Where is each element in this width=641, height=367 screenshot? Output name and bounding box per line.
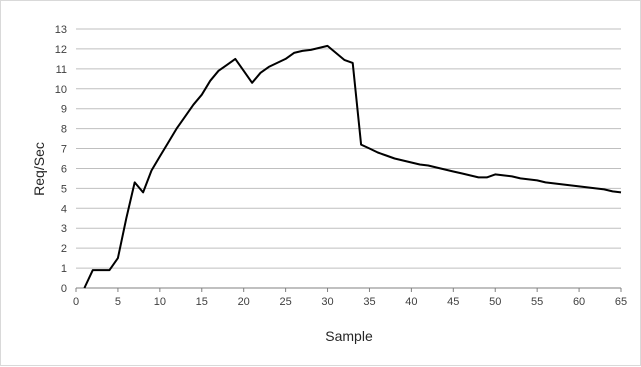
y-tick-label: 13 <box>55 24 67 36</box>
y-tick-label: 1 <box>61 263 67 275</box>
y-gridlines <box>76 28 621 269</box>
y-tick-label: 9 <box>61 104 67 116</box>
x-tick-label: 30 <box>321 296 333 308</box>
axes <box>75 287 622 292</box>
y-tick-label: 5 <box>61 183 67 195</box>
y-tick-label: 4 <box>61 203 67 215</box>
x-tick-labels: 0 5 10 15 20 25 30 35 40 45 50 55 60 65 <box>73 296 627 308</box>
y-tick-label: 10 <box>55 84 67 96</box>
x-tick-label: 55 <box>531 296 543 308</box>
x-tick-label: 10 <box>154 296 166 308</box>
x-tick-label: 0 <box>73 296 79 308</box>
y-tick-label: 8 <box>61 124 67 136</box>
series-line <box>83 44 622 289</box>
x-tick-label: 65 <box>615 296 627 308</box>
x-axis-title: Sample <box>325 328 373 344</box>
y-tick-label: 3 <box>61 223 67 235</box>
y-tick-label: 7 <box>61 144 67 156</box>
y-tick-label: 12 <box>55 44 67 56</box>
y-tick-label: 11 <box>56 64 67 76</box>
x-tick-label: 5 <box>115 296 121 308</box>
y-tick-label: 6 <box>61 163 67 175</box>
x-tick-label: 20 <box>238 296 250 308</box>
x-tick-label: 50 <box>489 296 501 308</box>
x-tick-label: 35 <box>363 296 375 308</box>
x-tick-label: 15 <box>196 296 208 308</box>
x-tick-label: 60 <box>573 296 585 308</box>
x-tick-label: 45 <box>447 296 459 308</box>
y-tick-label: 2 <box>61 243 67 255</box>
y-tick-label: 0 <box>61 283 67 295</box>
series-layer <box>83 44 622 289</box>
y-axis-title: Req/Sec <box>31 142 47 196</box>
x-tick-label: 25 <box>279 296 291 308</box>
x-tick-label: 40 <box>405 296 417 308</box>
